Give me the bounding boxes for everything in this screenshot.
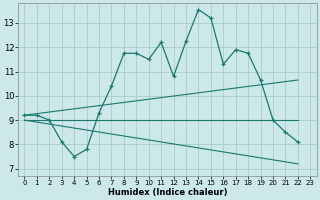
X-axis label: Humidex (Indice chaleur): Humidex (Indice chaleur): [108, 188, 227, 197]
